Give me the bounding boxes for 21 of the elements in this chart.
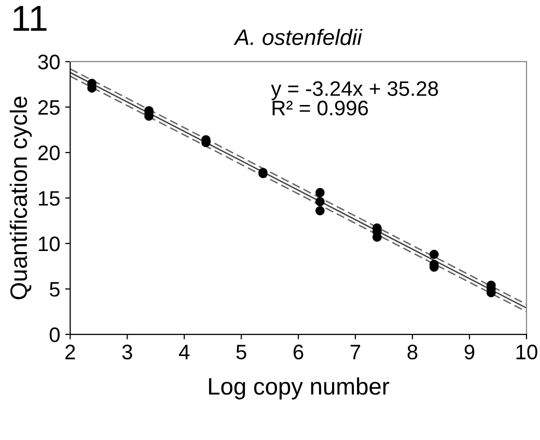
y-tick-label: 10 — [38, 236, 60, 252]
x-tick-label: 2 — [65, 344, 75, 360]
x-tick-label: 6 — [294, 344, 304, 360]
y-tick-label: 20 — [38, 146, 60, 160]
x-tick-label: 8 — [408, 344, 418, 360]
x-tick-label: 5 — [236, 344, 246, 360]
x-tick-label: 10 — [516, 344, 538, 360]
chart-title: A. ostenfeldii — [234, 28, 362, 46]
annotation: y = -3.24x + 35.28 R² = 0.996 — [271, 81, 438, 116]
y-tick-label: 30 — [38, 54, 60, 70]
x-tick-label: 7 — [350, 344, 360, 360]
x-tick-label: 4 — [178, 344, 190, 360]
x-axis-title: Log copy number — [209, 377, 390, 400]
x-tick-label: 3 — [122, 344, 132, 360]
y-tick-label: 15 — [38, 191, 60, 206]
y-axis-title: Quantification cycle — [10, 96, 32, 300]
y-tick-label: 25 — [38, 100, 60, 115]
y-tick-label: 0 — [50, 327, 60, 342]
text: 11 — [14, 6, 47, 31]
x-tick-label: 9 — [464, 344, 474, 360]
y-tick-label: 5 — [50, 282, 60, 297]
